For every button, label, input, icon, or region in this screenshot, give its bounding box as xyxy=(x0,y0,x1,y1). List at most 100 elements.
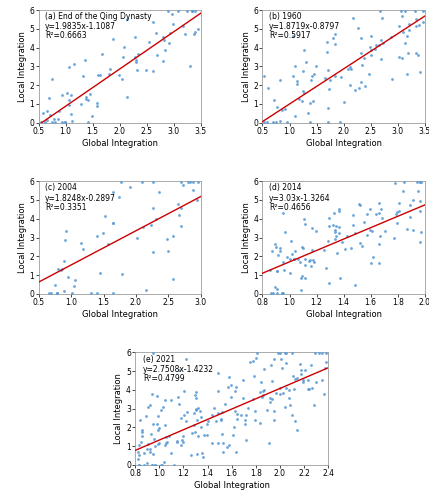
Point xyxy=(87,290,94,298)
Point xyxy=(233,416,240,424)
Point xyxy=(359,242,366,250)
Point xyxy=(339,238,346,246)
Point xyxy=(155,426,162,434)
Point xyxy=(126,184,133,192)
Point xyxy=(402,39,408,47)
Point xyxy=(189,430,196,438)
Point xyxy=(266,266,273,274)
Point xyxy=(48,75,55,83)
Point xyxy=(220,448,227,456)
Point xyxy=(307,118,314,126)
Point xyxy=(219,430,226,438)
Point xyxy=(162,442,169,450)
Point xyxy=(94,99,100,107)
Point xyxy=(285,386,292,394)
Point xyxy=(299,376,306,384)
Point xyxy=(405,20,412,28)
Point xyxy=(416,196,423,204)
Point xyxy=(180,180,187,188)
Point xyxy=(162,46,169,54)
Point xyxy=(191,421,198,429)
Point xyxy=(214,410,221,418)
Point xyxy=(115,192,122,200)
Point xyxy=(331,234,338,242)
Point xyxy=(305,376,312,384)
Point xyxy=(190,178,196,186)
Point xyxy=(83,93,90,101)
Point xyxy=(401,178,408,186)
Point xyxy=(367,32,374,40)
Point xyxy=(365,70,372,78)
Point xyxy=(367,44,374,52)
Point xyxy=(257,388,264,396)
Point xyxy=(135,454,142,462)
Point xyxy=(163,235,170,243)
Point xyxy=(165,7,172,15)
Point xyxy=(272,389,279,397)
Point xyxy=(284,253,290,261)
Point xyxy=(217,416,224,424)
Point xyxy=(142,66,149,74)
Point xyxy=(310,258,317,266)
Point xyxy=(142,286,149,294)
Point xyxy=(381,226,388,234)
Point xyxy=(294,255,301,263)
Point xyxy=(250,358,257,366)
Point xyxy=(152,215,159,223)
Point xyxy=(273,268,280,276)
Point xyxy=(272,243,279,251)
Point xyxy=(138,178,145,186)
Point xyxy=(61,118,68,126)
Point xyxy=(393,208,400,216)
Point xyxy=(147,402,154,409)
Text: R²=0.4656: R²=0.4656 xyxy=(269,202,311,211)
Point xyxy=(273,103,280,111)
Point xyxy=(387,33,394,41)
Point xyxy=(218,415,225,423)
Point xyxy=(267,398,274,406)
Point xyxy=(63,89,70,97)
Point xyxy=(194,416,201,424)
Point xyxy=(139,428,145,436)
Point xyxy=(399,54,406,62)
Point xyxy=(78,100,85,108)
Point xyxy=(337,73,344,81)
Point xyxy=(350,14,357,22)
Point xyxy=(187,62,193,70)
Text: (a) End of the Qing Dynasty: (a) End of the Qing Dynasty xyxy=(45,12,152,22)
Point xyxy=(218,408,225,416)
Point xyxy=(326,222,332,230)
Point xyxy=(302,58,309,66)
Point xyxy=(367,205,374,213)
Point xyxy=(195,432,202,440)
Point xyxy=(274,284,281,292)
Point xyxy=(81,56,88,64)
Point xyxy=(287,402,293,409)
Point xyxy=(243,412,250,420)
Point xyxy=(149,350,156,358)
Point xyxy=(215,440,222,448)
Point xyxy=(151,460,158,468)
Point xyxy=(290,386,297,394)
Point xyxy=(257,378,264,386)
Point xyxy=(203,420,210,428)
Point xyxy=(310,98,317,106)
Point xyxy=(315,350,322,358)
Point xyxy=(60,287,67,295)
Point xyxy=(407,201,414,209)
Point xyxy=(373,42,380,50)
Point xyxy=(347,64,353,72)
Point xyxy=(100,229,106,237)
Point xyxy=(337,274,344,282)
Point xyxy=(43,116,50,124)
Point xyxy=(389,74,396,82)
Point xyxy=(85,118,92,126)
Point xyxy=(272,240,279,248)
Point xyxy=(198,412,205,420)
Point xyxy=(400,187,407,195)
Point xyxy=(151,442,158,450)
Point xyxy=(51,115,57,123)
Point xyxy=(196,406,203,414)
Point xyxy=(399,12,405,20)
Point xyxy=(184,7,190,15)
